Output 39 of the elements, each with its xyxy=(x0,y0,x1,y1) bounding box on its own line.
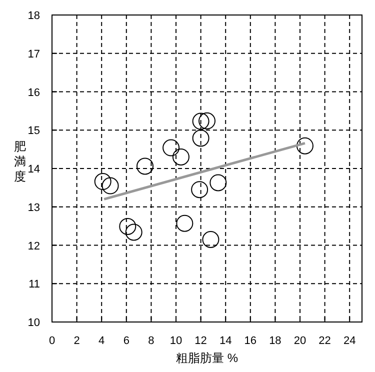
x-tick-label: 24 xyxy=(343,335,356,347)
x-tick-label: 2 xyxy=(74,335,80,347)
y-tick-label: 18 xyxy=(28,10,40,22)
point xyxy=(172,148,190,166)
y-tick-label: 11 xyxy=(28,278,40,291)
x-tick-label: 18 xyxy=(269,335,282,347)
point xyxy=(119,218,136,235)
y-tick-label: 15 xyxy=(28,125,40,138)
y-tick-label: 12 xyxy=(28,240,40,252)
x-tick-label: 22 xyxy=(318,335,331,347)
point xyxy=(136,158,154,175)
x-axis-title: 粗脂肪量 % xyxy=(176,351,238,365)
point xyxy=(296,137,314,154)
x-tick-label: 8 xyxy=(148,335,154,347)
y-tick-label: 16 xyxy=(28,86,40,99)
point xyxy=(191,181,208,198)
x-tick-label: 16 xyxy=(244,335,257,347)
x-tick-label: 12 xyxy=(194,335,207,347)
point xyxy=(94,173,112,190)
point xyxy=(192,112,210,130)
point xyxy=(210,174,227,192)
x-tick-label: 6 xyxy=(123,335,130,347)
x-tick-label: 14 xyxy=(219,335,232,347)
point xyxy=(202,230,220,248)
y-tick-label: 14 xyxy=(28,164,40,176)
x-tick-label: 0 xyxy=(48,335,56,347)
point xyxy=(162,139,180,156)
x-tick-label: 4 xyxy=(98,335,105,347)
y-tick-label: 17 xyxy=(28,48,40,60)
point xyxy=(102,177,119,194)
point xyxy=(125,224,142,241)
x-tick-label: 10 xyxy=(170,335,182,347)
y-tick-label: 13 xyxy=(28,202,40,214)
point xyxy=(176,214,194,232)
point xyxy=(198,112,216,130)
point xyxy=(192,130,210,147)
y-tick-label: 10 xyxy=(28,317,40,329)
y-axis-title: 肥満度 xyxy=(14,140,26,184)
x-tick-label: 20 xyxy=(294,335,306,347)
